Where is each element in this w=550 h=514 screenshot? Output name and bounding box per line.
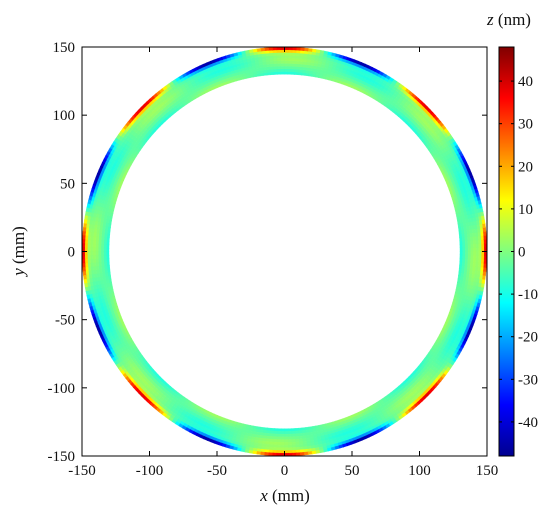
ring-cell <box>478 250 482 256</box>
y-tick-label: -100 <box>48 381 76 397</box>
colorbar-tick-label: 30 <box>518 117 533 133</box>
x-tick-label: -50 <box>207 463 227 479</box>
y-tick-label: 50 <box>60 176 75 192</box>
colorbar-tick-label: 20 <box>518 159 533 175</box>
y-axis-label: y (mm) <box>9 226 28 278</box>
ring-cell <box>475 250 480 256</box>
colorbar-ticks: 40 30 20 10 0 -10 -20 -30 -40 <box>499 74 538 431</box>
colorbar-tick-label: 10 <box>518 202 533 218</box>
ring-cell <box>467 250 472 256</box>
ring-cell <box>465 250 469 256</box>
colorbar-tick-label: 0 <box>518 245 526 261</box>
colorbar-tick-label: 40 <box>518 74 533 90</box>
colorbar-tick-label: -40 <box>518 415 538 431</box>
colorbar-tick-label: -10 <box>518 287 538 303</box>
y-tick-label: 150 <box>53 40 76 56</box>
plot-area: -150 -100 -50 0 50 100 150 150100500-50-100-15… <box>48 40 499 479</box>
x-tick-label: 50 <box>345 463 360 479</box>
x-axis-label: x (mm) <box>259 486 310 505</box>
ring-cell <box>462 250 466 256</box>
ring-cell <box>473 250 477 256</box>
y-axis-ticks: 150 100 50 0 -50 -100 -150 <box>48 40 487 465</box>
colorbar-label: z (nm) <box>486 10 531 29</box>
y-tick-label: 0 <box>68 245 76 261</box>
y-tick-label: -150 <box>48 449 76 465</box>
x-axis-ticks: -150 -100 -50 0 50 100 150 <box>68 47 498 479</box>
colorbar: 40 30 20 10 0 -10 -20 -30 -40 z (nm) <box>486 10 538 457</box>
x-tick-label: 150 <box>476 463 499 479</box>
surface-map-ring <box>81 46 488 457</box>
x-tick-label: 0 <box>281 463 289 479</box>
ring-cell <box>470 250 474 256</box>
colorbar-tick-label: -30 <box>518 372 538 388</box>
x-tick-label: 100 <box>408 463 431 479</box>
y-tick-label: -50 <box>55 313 75 329</box>
ring-cell <box>459 250 463 256</box>
x-tick-label: -150 <box>68 463 96 479</box>
y-tick-label: 100 <box>53 108 76 124</box>
colorbar-tick-label: -20 <box>518 330 538 346</box>
x-tick-label: -100 <box>136 463 164 479</box>
